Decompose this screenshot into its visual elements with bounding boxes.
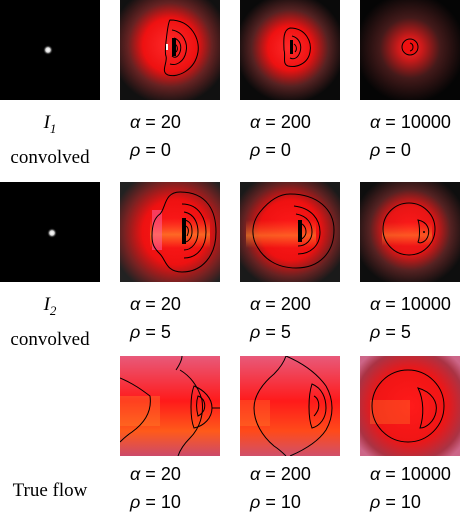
params-r3-a20: α = 20 ρ = 10 [130,460,242,515]
alpha-value: 200 [281,464,311,484]
rho-value: 0 [161,140,171,160]
row2-label-word: convolved [0,325,106,354]
equals-sign: = [265,294,276,314]
rho-symbol: ρ [370,492,380,512]
row3-label-word: True flow [0,476,106,505]
rho-value: 5 [281,322,291,342]
row2-label: I2 convolved [0,290,106,354]
equals-sign: = [265,492,276,512]
row2-label-sub: 2 [50,303,57,318]
rho-symbol: ρ [250,322,260,342]
equals-sign: = [385,492,396,512]
row1-label: I1 convolved [0,108,106,172]
input-image-i2 [0,182,100,282]
alpha-value: 200 [281,294,311,314]
alpha-symbol: α [130,464,140,484]
flow-panel-r1-a20 [120,0,220,100]
alpha-symbol: α [370,294,380,314]
flow-panel-r1-a200 [240,0,340,100]
rho-symbol: ρ [130,492,140,512]
flow-panel-r2-a20 [120,182,220,282]
rho-value: 0 [401,140,411,160]
equals-sign: = [145,112,156,132]
equals-sign: = [385,294,396,314]
alpha-value: 10000 [401,464,451,484]
params-r2-a200: α = 200 ρ = 5 [250,290,362,346]
equals-sign: = [265,112,276,132]
rho-symbol: ρ [370,322,380,342]
alpha-symbol: α [370,464,380,484]
alpha-symbol: α [250,112,260,132]
equals-sign: = [265,464,276,484]
row1-label-word: convolved [0,143,106,172]
alpha-value: 20 [161,112,181,132]
equals-sign: = [265,140,276,160]
rho-symbol: ρ [250,492,260,512]
alpha-value: 10000 [401,294,451,314]
alpha-symbol: α [250,294,260,314]
params-r1-a200: α = 200 ρ = 0 [250,108,362,164]
equals-sign: = [385,464,396,484]
params-r3-a10000: α = 10000 ρ = 10 [370,460,462,515]
params-r1-a10000: α = 10000 ρ = 0 [370,108,462,164]
equals-sign: = [145,464,156,484]
rho-symbol: ρ [250,140,260,160]
rho-value: 10 [161,492,181,512]
equals-sign: = [385,112,396,132]
rho-value: 10 [281,492,301,512]
alpha-value: 20 [161,464,181,484]
rho-symbol: ρ [130,140,140,160]
equals-sign: = [145,492,156,512]
alpha-value: 20 [161,294,181,314]
flow-panel-r1-a10000 [360,0,460,100]
rho-value: 0 [281,140,291,160]
rho-value: 5 [401,322,411,342]
flow-panel-r3-a10000 [360,356,460,456]
rho-symbol: ρ [370,140,380,160]
params-r2-a20: α = 20 ρ = 5 [130,290,242,346]
equals-sign: = [385,140,396,160]
rho-value: 5 [161,322,171,342]
equals-sign: = [265,322,276,342]
alpha-symbol: α [370,112,380,132]
flow-panel-r2-a10000 [360,182,460,282]
row3-label: True flow [0,476,106,505]
flow-panel-r2-a200 [240,182,340,282]
equals-sign: = [385,322,396,342]
input-image-i1 [0,0,100,100]
alpha-value: 200 [281,112,311,132]
flow-panel-r3-a200 [240,356,340,456]
alpha-symbol: α [130,112,140,132]
rho-symbol: ρ [130,322,140,342]
alpha-symbol: α [250,464,260,484]
params-r2-a10000: α = 10000 ρ = 5 [370,290,462,346]
flow-panel-r3-a20 [120,356,220,456]
alpha-symbol: α [130,294,140,314]
alpha-value: 10000 [401,112,451,132]
row1-label-sub: 1 [50,121,57,136]
equals-sign: = [145,294,156,314]
equals-sign: = [145,322,156,342]
params-r1-a20: α = 20 ρ = 0 [130,108,242,164]
rho-value: 10 [401,492,421,512]
equals-sign: = [145,140,156,160]
params-r3-a200: α = 200 ρ = 10 [250,460,362,515]
